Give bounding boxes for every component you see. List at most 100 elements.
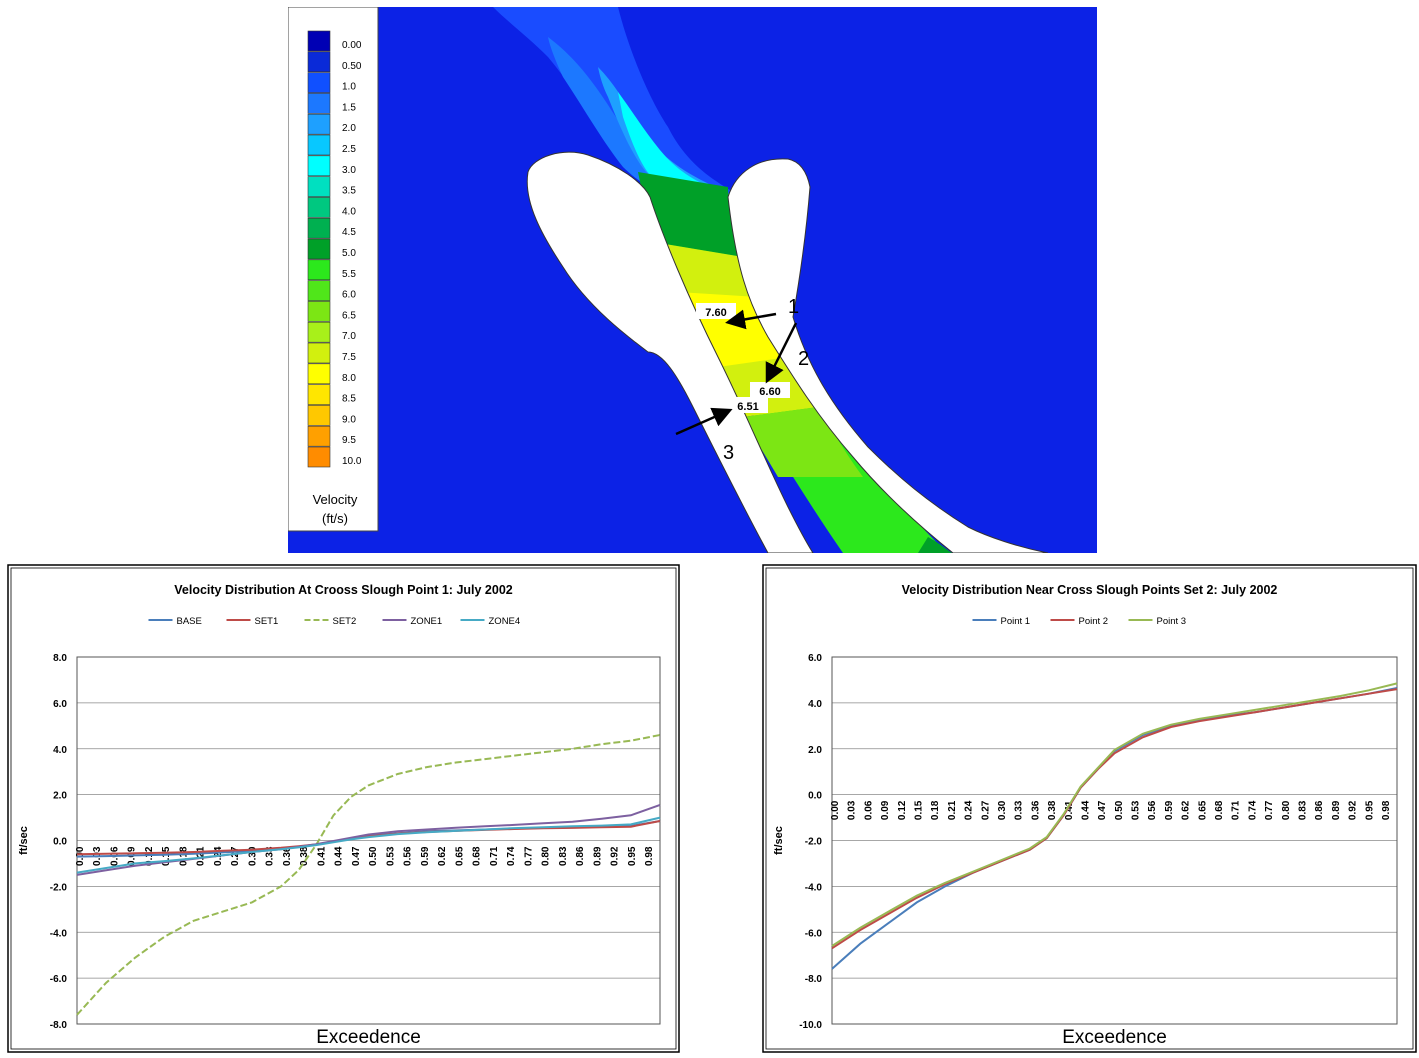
series-line	[76, 816, 661, 874]
legend-level-label: 8.5	[342, 394, 356, 405]
x-tick-label: 0.80	[541, 846, 552, 866]
value-label-1: 7.60	[705, 307, 726, 319]
legend-level-label: 9.5	[342, 435, 356, 446]
legend-swatch	[307, 301, 331, 322]
y-tick-label: 4.0	[53, 745, 67, 756]
x-tick-label: 0.50	[1114, 800, 1125, 820]
x-tick-label: 0.74	[1247, 800, 1258, 820]
y-tick-label: 8.0	[53, 653, 67, 664]
plume-mid	[548, 37, 718, 217]
chart-point-1: Velocity Distribution At Crooss Slough P…	[7, 564, 680, 1053]
chart-frame	[762, 564, 1417, 1053]
x-tick-label: 0.21	[947, 800, 958, 820]
x-tick-label: 0.83	[1298, 800, 1309, 820]
x-tick-label: 0.41	[1064, 800, 1075, 820]
y-tick-label: 4.0	[808, 699, 822, 710]
legend-swatch	[307, 384, 331, 405]
y-tick-label: -8.0	[805, 974, 823, 985]
legend-level-label: 5.0	[342, 248, 356, 259]
x-tick-label: 0.89	[1331, 800, 1342, 820]
legend-swatch	[307, 197, 331, 218]
x-tick-label: 0.65	[1197, 800, 1208, 820]
value-label-2-bg	[750, 382, 790, 398]
x-tick-label: 0.33	[1014, 800, 1025, 820]
x-tick-label: 0.00	[830, 800, 841, 820]
y-tick-label: -2.0	[805, 837, 823, 848]
legend-swatch	[307, 405, 331, 426]
x-tick-label: 0.30	[247, 846, 258, 866]
legend-swatch	[307, 217, 331, 239]
legend-swatch	[307, 72, 331, 93]
legend-swatch	[307, 238, 331, 260]
chart-title: Velocity Distribution At Crooss Slough P…	[174, 583, 513, 597]
right-island	[727, 158, 1049, 553]
x-tick-label: 0.74	[506, 846, 517, 866]
legend-swatch	[307, 259, 331, 281]
legend-swatch	[307, 425, 331, 447]
y-tick-label: 0.0	[53, 837, 67, 848]
chart-inner-frame	[765, 567, 1414, 1050]
legend-entry: SET1	[255, 616, 279, 627]
y-tick-label: 2.0	[53, 791, 67, 802]
channel-outlet-deep	[918, 537, 953, 553]
x-tick-label: 0.47	[351, 846, 362, 866]
velocity-contour-map: 0.00 0.50 1.0 1.5 2.0 2.5 3.0 3.5 4.0 4.5 5.0 5.5 6.…	[288, 7, 1097, 553]
legend-entry: ZONE1	[411, 616, 443, 627]
x-tick-label: 0.92	[610, 846, 621, 866]
legend-unit: (ft/s)	[322, 511, 348, 526]
x-tick-label: 0.12	[897, 800, 908, 820]
legend-level-label: 6.0	[342, 290, 356, 301]
legend-swatch	[307, 134, 331, 156]
y-tick-label: -10.0	[799, 1020, 822, 1031]
legend-swatch	[307, 280, 331, 301]
legend-level-label: 0.50	[342, 61, 362, 72]
x-tick-label: 0.86	[1314, 800, 1325, 820]
legend-level-label: 2.0	[342, 123, 356, 134]
legend-entry: ZONE4	[489, 616, 521, 627]
chart-inner-frame	[10, 567, 677, 1050]
left-island	[526, 151, 814, 553]
value-label-3: 6.51	[737, 401, 758, 413]
legend-level-label: 2.5	[342, 144, 356, 155]
legend-swatch	[307, 113, 331, 135]
legend-swatch	[307, 342, 331, 364]
legend-level-label: 3.5	[342, 186, 356, 197]
legend-title: Velocity	[313, 492, 358, 507]
legend-entry: BASE	[177, 616, 202, 627]
x-tick-label: 0.83	[558, 846, 569, 866]
point-2-marker: 2	[798, 348, 809, 370]
legend-box	[288, 7, 379, 532]
x-tick-label: 0.65	[454, 846, 465, 866]
value-label-2: 6.60	[759, 386, 780, 398]
y-tick-label: 0.0	[808, 791, 822, 802]
x-tick-label: 0.38	[1047, 800, 1058, 820]
legend-entry: SET2	[333, 616, 357, 627]
x-tick-label: 0.86	[575, 846, 586, 866]
x-tick-label: 0.59	[420, 846, 431, 866]
plot-area	[831, 656, 1398, 1025]
x-tick-label: 0.71	[1231, 800, 1242, 820]
x-tick-label: 0.71	[489, 846, 500, 866]
velocity-map-graphic: 0.00 0.50 1.0 1.5 2.0 2.5 3.0 3.5 4.0 4.5 5.0 5.5 6.…	[288, 7, 1097, 553]
x-tick-label: 0.15	[161, 846, 172, 866]
legend-level-label: 3.0	[342, 165, 356, 176]
x-tick-label: 0.68	[1214, 800, 1225, 820]
x-tick-label: 0.47	[1097, 800, 1108, 820]
x-axis-label: Exceedence	[1062, 1027, 1167, 1048]
chart-frame	[7, 564, 680, 1053]
y-tick-label: -2.0	[50, 882, 68, 893]
x-tick-label: 0.30	[997, 800, 1008, 820]
x-tick-label: 0.95	[1364, 800, 1375, 820]
legend-entry: Point 2	[1079, 616, 1109, 627]
y-tick-label: -4.0	[50, 928, 68, 939]
legend-level-label: 9.0	[342, 414, 356, 425]
legend-level-label: 4.5	[342, 227, 356, 238]
x-tick-label: 0.77	[523, 846, 534, 866]
legend-swatch	[307, 93, 331, 114]
plume-inner	[598, 67, 720, 212]
series-line	[831, 682, 1398, 947]
legend-swatch	[307, 363, 331, 385]
legend-swatch	[307, 30, 331, 52]
x-tick-label: 0.95	[627, 846, 638, 866]
legend-level-label: 6.5	[342, 310, 356, 321]
